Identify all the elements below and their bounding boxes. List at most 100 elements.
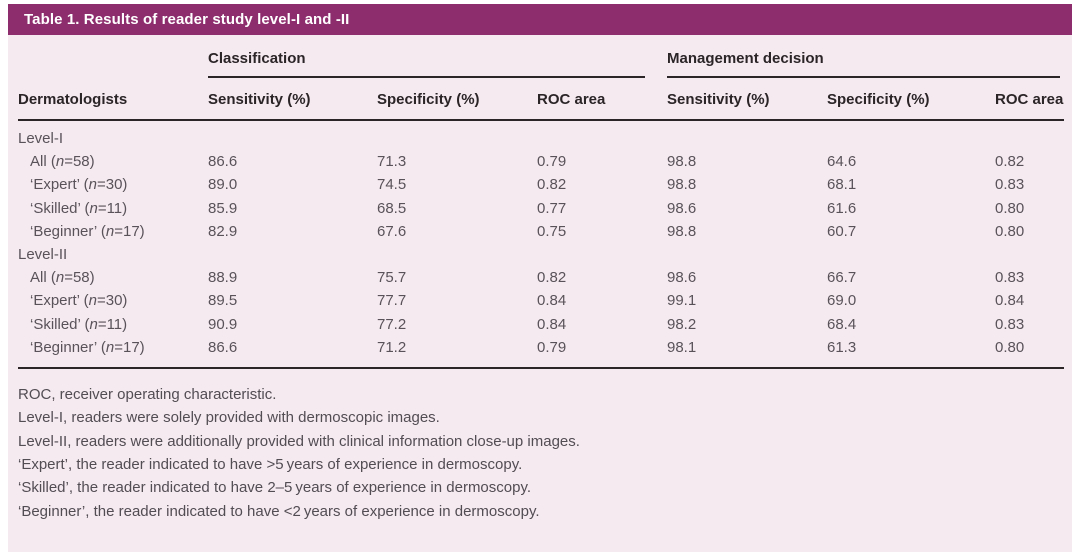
cell-value: 88.9 <box>208 269 238 287</box>
cell-value: 68.5 <box>377 199 407 217</box>
cell-value: 86.6 <box>208 153 238 171</box>
footnote: Level-I, readers were solely provided wi… <box>18 409 440 427</box>
row-label: All (n=58) <box>30 269 95 287</box>
cell-value: 0.79 <box>537 153 567 171</box>
cell-value: 98.8 <box>667 222 697 240</box>
footnote: ‘Expert’, the reader indicated to have >… <box>18 455 523 473</box>
cell-value: 90.9 <box>208 315 238 333</box>
cell-value: 68.1 <box>827 176 857 194</box>
cell-value: 0.83 <box>995 269 1025 287</box>
cell-value: 98.6 <box>667 269 697 287</box>
group-management-label: Management decision <box>667 50 824 67</box>
footnote: Level-II, readers were additionally prov… <box>18 432 580 450</box>
section-row: Level-II <box>18 243 1064 266</box>
cell-value: 75.7 <box>377 269 407 287</box>
n-symbol: n <box>105 338 115 356</box>
row-label: ‘Expert’ (n=30) <box>30 292 128 310</box>
group-classification-underline <box>208 76 645 78</box>
column-header-class-sensitivity: Sensitivity (%) <box>208 91 311 108</box>
cell-value: 0.82 <box>537 176 567 194</box>
cell-value: 98.8 <box>667 153 697 171</box>
section-label: Level-I <box>18 130 64 147</box>
cell-value: 0.80 <box>995 199 1025 217</box>
cell-value: 0.75 <box>537 222 567 240</box>
cell-value: 77.2 <box>377 315 407 333</box>
cell-value: 98.6 <box>667 199 697 217</box>
table-row: ‘Expert’ (n=30) 89.5 77.7 0.84 99.1 69.0 0.84 <box>18 289 1064 312</box>
group-management: Management decision <box>667 49 1064 78</box>
cell-value: 0.84 <box>537 315 567 333</box>
cell-value: 99.1 <box>667 292 697 310</box>
cell-value: 85.9 <box>208 199 238 217</box>
column-header-mgmt-sensitivity: Sensitivity (%) <box>667 91 770 108</box>
n-symbol: n <box>88 292 97 310</box>
row-label: ‘Beginner’ (n=17) <box>30 222 145 240</box>
cell-value: 67.6 <box>377 222 407 240</box>
table-row: ‘Skilled’ (n=11) 85.9 68.5 0.77 98.6 61.6 0.80 <box>18 197 1064 220</box>
cell-value: 66.7 <box>827 269 857 287</box>
table-panel: Table 1. Results of reader study level-I… <box>8 4 1072 552</box>
n-symbol: n <box>55 153 65 171</box>
row-label: ‘Skilled’ (n=11) <box>30 199 128 217</box>
cell-value: 71.2 <box>377 338 407 356</box>
n-symbol: n <box>105 222 115 240</box>
footnote: ‘Skilled’, the reader indicated to have … <box>18 479 532 497</box>
cell-value: 61.3 <box>827 338 857 356</box>
group-spacer <box>18 49 208 78</box>
table-row: ‘Skilled’ (n=11) 90.9 77.2 0.84 98.2 68.4 0.83 <box>18 313 1064 336</box>
column-header-row: Dermatologists Sensitivity (%) Specifici… <box>18 78 1064 119</box>
cell-value: 61.6 <box>827 199 857 217</box>
section-row: Level-I <box>18 127 1064 150</box>
table-body: Level-I All (n=58) 86.6 71.3 0.79 98.8 64.6 0.8… <box>18 127 1064 359</box>
cell-value: 0.83 <box>995 176 1025 194</box>
column-header-mgmt-specificity: Specificity (%) <box>827 91 930 108</box>
cell-value: 0.82 <box>537 269 567 287</box>
cell-value: 0.80 <box>995 222 1025 240</box>
group-classification-label: Classification <box>208 50 306 67</box>
cell-value: 64.6 <box>827 153 857 171</box>
group-header-row: Classification Management decision <box>18 49 1064 78</box>
n-symbol: n <box>88 176 97 194</box>
row-label: All (n=58) <box>30 153 95 171</box>
table-row: All (n=58) 88.9 75.7 0.82 98.6 66.7 0.83 <box>18 266 1064 289</box>
cell-value: 0.82 <box>995 153 1025 171</box>
cell-value: 98.1 <box>667 338 697 356</box>
footnote: ROC, receiver operating characteristic. <box>18 386 277 404</box>
cell-value: 98.2 <box>667 315 697 333</box>
column-header-class-roc: ROC area <box>537 91 606 108</box>
n-symbol: n <box>89 199 98 217</box>
n-symbol: n <box>89 315 98 333</box>
table-title: Table 1. Results of reader study level-I… <box>24 11 350 28</box>
table-row: ‘Beginner’ (n=17) 86.6 71.2 0.79 98.1 61.3 0.8… <box>18 336 1064 359</box>
header-rule <box>18 119 1064 121</box>
cell-value: 77.7 <box>377 292 407 310</box>
footnote: ‘Beginner’, the reader indicated to have… <box>18 502 540 520</box>
n-symbol: n <box>55 269 65 287</box>
column-header-class-specificity: Specificity (%) <box>377 91 480 108</box>
footer-rule <box>18 367 1064 370</box>
cell-value: 74.5 <box>377 176 407 194</box>
cell-value: 89.0 <box>208 176 238 194</box>
table-row: All (n=58) 86.6 71.3 0.79 98.8 64.6 0.82 <box>18 150 1064 173</box>
table-content: Classification Management decision Derma… <box>8 49 1072 523</box>
footnotes: ROC, receiver operating characteristic. L… <box>18 383 1064 523</box>
row-label: ‘Skilled’ (n=11) <box>30 315 128 333</box>
cell-value: 0.83 <box>995 315 1025 333</box>
row-label: ‘Expert’ (n=30) <box>30 176 128 194</box>
group-management-underline <box>667 76 1060 78</box>
table-title-bar: Table 1. Results of reader study level-I… <box>8 4 1072 35</box>
cell-value: 0.84 <box>995 292 1025 310</box>
cell-value: 60.7 <box>827 222 857 240</box>
cell-value: 69.0 <box>827 292 857 310</box>
section-label: Level-II <box>18 246 68 264</box>
cell-value: 98.8 <box>667 176 697 194</box>
cell-value: 89.5 <box>208 292 238 310</box>
column-header-mgmt-roc: ROC area <box>995 91 1064 108</box>
cell-value: 0.79 <box>537 338 567 356</box>
cell-value: 0.77 <box>537 199 567 217</box>
group-classification: Classification <box>208 49 667 78</box>
row-label: ‘Beginner’ (n=17) <box>30 338 145 356</box>
table-row: ‘Beginner’ (n=17) 82.9 67.6 0.75 98.8 60.7 0.8… <box>18 220 1064 243</box>
cell-value: 0.84 <box>537 292 567 310</box>
table-row: ‘Expert’ (n=30) 89.0 74.5 0.82 98.8 68.1 0.83 <box>18 173 1064 196</box>
